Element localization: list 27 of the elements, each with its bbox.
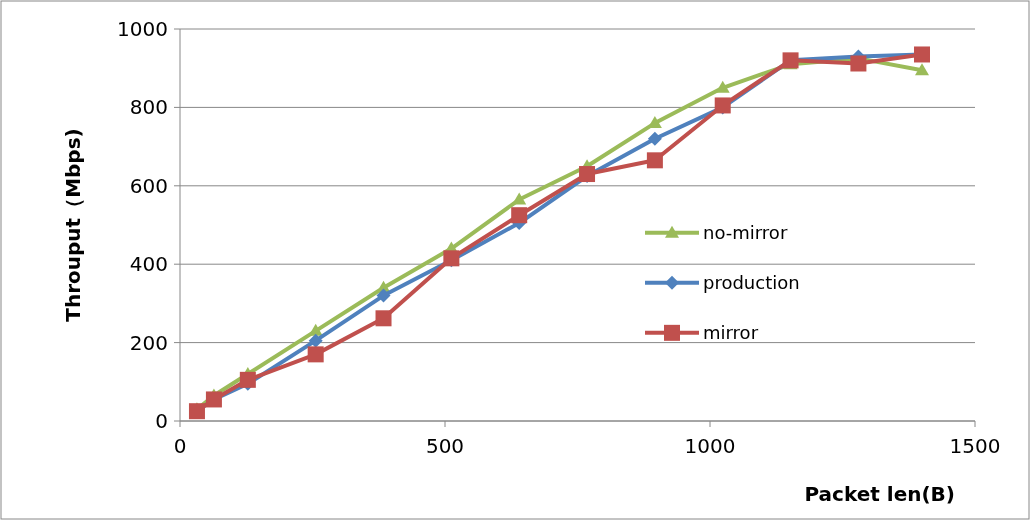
point [647, 131, 662, 146]
point [715, 80, 730, 93]
point [850, 55, 867, 72]
legend-label: mirror [703, 322, 759, 344]
point [239, 371, 256, 388]
point [512, 192, 527, 205]
x-tick-label: 1500 [949, 434, 1001, 458]
y-axis-title: Throuput（Mbps) [61, 128, 85, 322]
y-tick-label: 600 [129, 173, 168, 198]
point [646, 152, 663, 169]
legend-label: production [703, 272, 800, 294]
y-tick-label: 400 [129, 252, 168, 277]
x-tick-label: 0 [173, 434, 187, 458]
point [376, 288, 391, 303]
point [511, 207, 528, 224]
y-tick-label: 200 [129, 330, 168, 355]
y-tick-label: 800 [129, 95, 168, 120]
x-tick-label: 1000 [684, 434, 736, 458]
y-tick-label: 1000 [117, 17, 168, 41]
y-tick-label: 0 [155, 409, 168, 433]
point [308, 333, 323, 348]
point [307, 346, 324, 363]
point [915, 63, 929, 76]
x-tick-label: 500 [425, 434, 465, 458]
legend-label: no-mirror [703, 222, 788, 244]
point [375, 310, 392, 327]
x-axis-title: Packet len(B) [804, 482, 955, 506]
